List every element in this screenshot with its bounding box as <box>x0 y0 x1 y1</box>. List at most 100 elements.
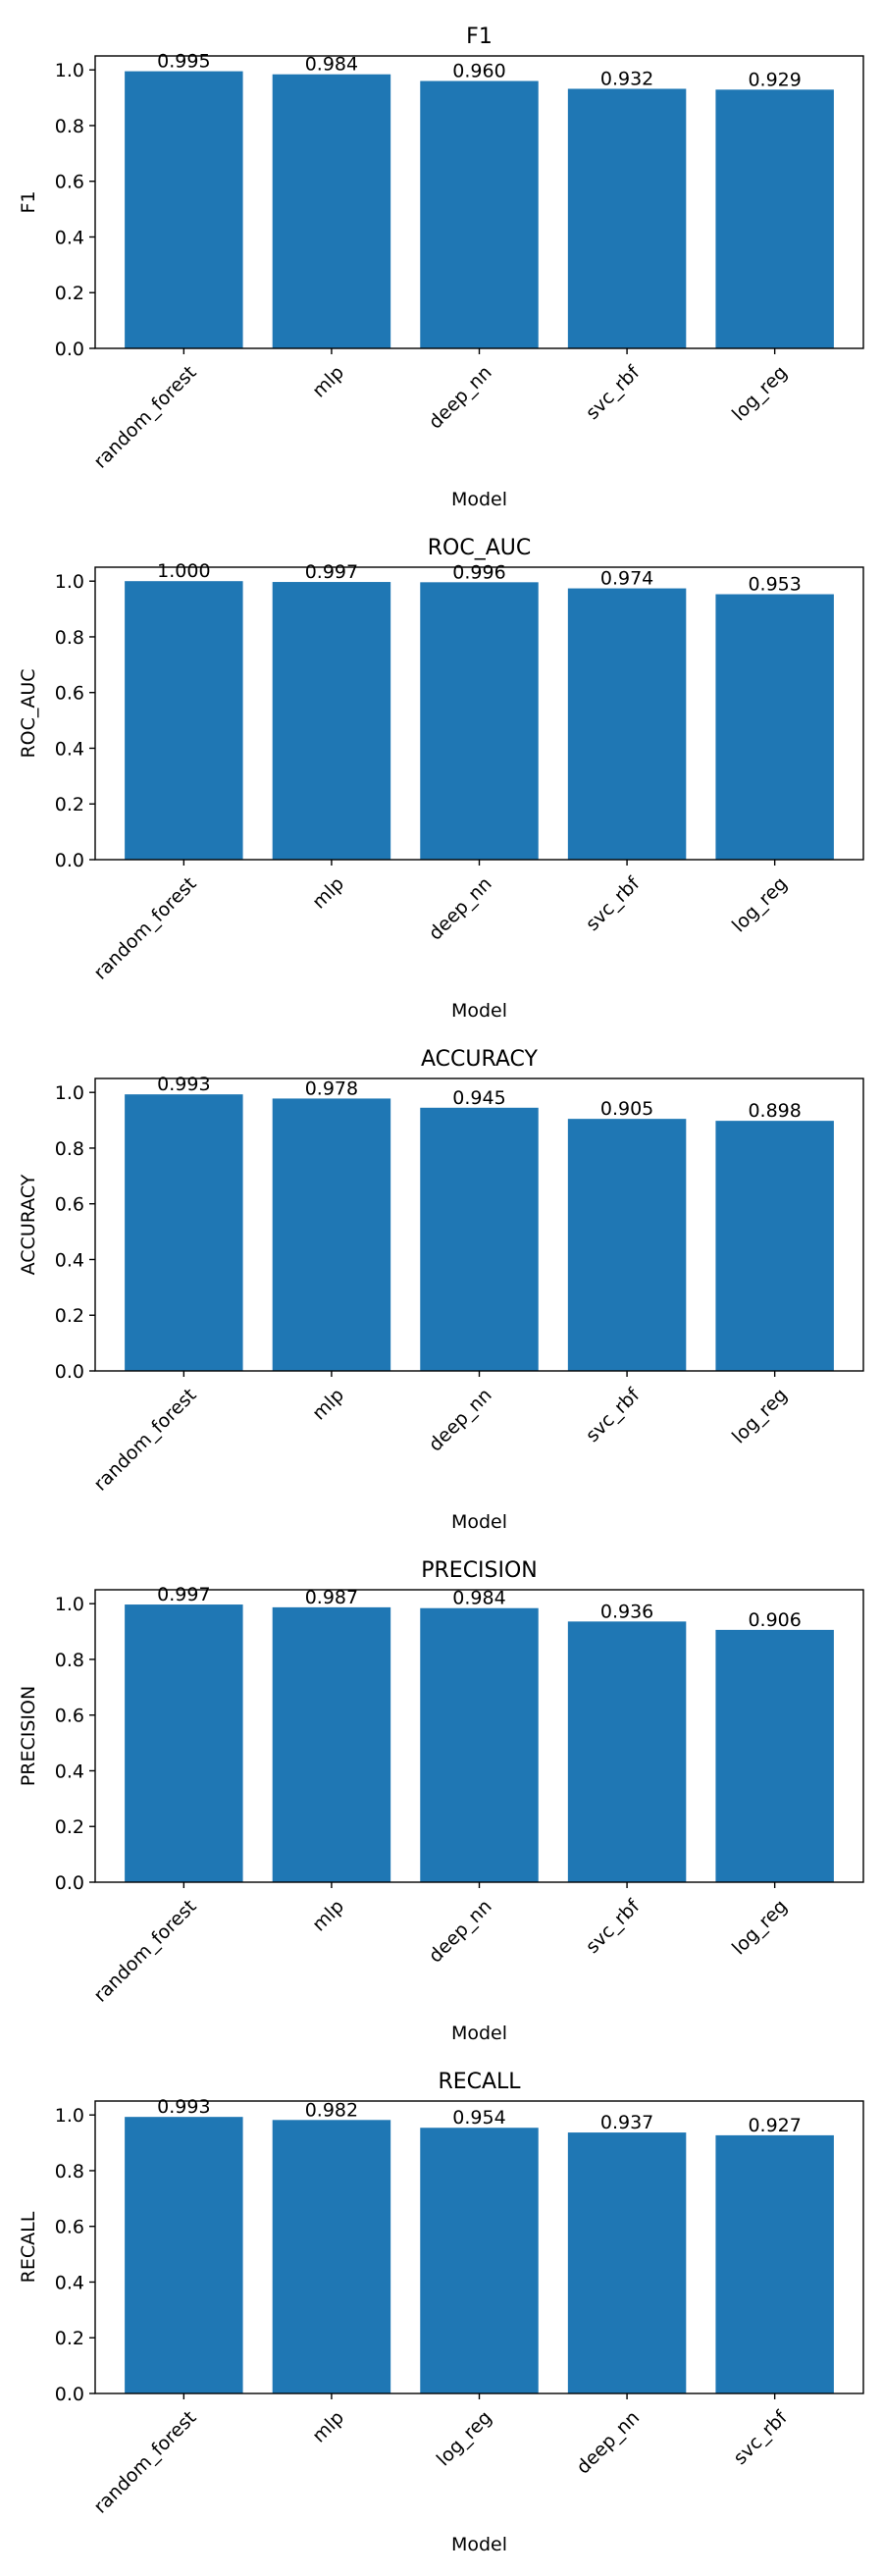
y-tick-label: 0.8 <box>55 1138 84 1160</box>
bar-value-label: 0.974 <box>600 568 653 590</box>
y-tick-label: 0.0 <box>55 2384 84 2405</box>
chart-panel-accuracy: ACCURACY 0.993 0.978 0.945 0.905 0.898 0.0 0.2 0… <box>18 1047 864 1533</box>
x-tick-label: svc_rbf <box>582 361 645 424</box>
x-tick-label: svc_rbf <box>582 1895 645 1958</box>
chart-title: F1 <box>466 25 493 49</box>
x-axis-label: Model <box>451 489 507 510</box>
x-tick-label: random_forest <box>89 1385 200 1496</box>
y-tick-label: 1.0 <box>55 1082 84 1104</box>
bar-value-label: 0.953 <box>748 574 801 596</box>
bar-value-label: 0.905 <box>600 1098 653 1120</box>
y-tick-label: 0.6 <box>55 2217 84 2238</box>
y-axis-label: RECALL <box>18 2211 39 2283</box>
x-tick-label: random_forest <box>89 2407 200 2518</box>
x-tick-label: random_forest <box>89 1896 200 2007</box>
y-tick-label: 0.0 <box>55 850 84 871</box>
y-tick-label: 0.4 <box>55 1761 84 1782</box>
chart-title: ROC_AUC <box>428 536 531 560</box>
x-tick-label: log_reg <box>433 2407 496 2471</box>
bar-random_forest <box>125 71 243 348</box>
y-tick-label: 0.6 <box>55 1706 84 1727</box>
bar-value-label: 0.960 <box>452 61 505 82</box>
chart-title: RECALL <box>438 2070 521 2094</box>
y-tick-label: 0.6 <box>55 172 84 193</box>
bar-deep_nn <box>420 80 539 349</box>
x-tick-label: deep_nn <box>425 873 496 945</box>
bar-svc_rbf <box>567 1621 687 1882</box>
x-tick-label: mlp <box>308 873 348 914</box>
y-tick-label: 0.6 <box>55 1194 84 1216</box>
y-tick-label: 0.2 <box>55 1305 84 1327</box>
bar-svc_rbf <box>567 588 687 860</box>
bar-random_forest <box>125 1094 243 1371</box>
bar-deep_nn <box>420 1607 539 1882</box>
bar-deep_nn <box>567 2132 687 2393</box>
bar-random_forest <box>125 1604 243 1882</box>
bar-value-label: 0.987 <box>305 1587 358 1608</box>
y-tick-label: 0.2 <box>55 2328 84 2349</box>
y-axis-label: PRECISION <box>18 1686 39 1786</box>
y-tick-label: 0.8 <box>55 627 84 649</box>
bar-value-label: 0.898 <box>748 1100 801 1122</box>
bar-log_reg <box>715 594 834 860</box>
bar-value-label: 0.927 <box>748 2115 801 2136</box>
bar-log_reg <box>715 1629 834 1882</box>
x-tick-label: deep_nn <box>425 1385 496 1456</box>
bar-value-label: 0.993 <box>157 1074 210 1095</box>
y-tick-label: 0.8 <box>55 1650 84 1671</box>
y-tick-label: 1.0 <box>55 1594 84 1615</box>
bar-value-label: 0.954 <box>452 2107 505 2129</box>
x-tick-label: mlp <box>308 1385 348 1425</box>
bar-value-label: 0.996 <box>452 561 505 583</box>
bar-value-label: 0.906 <box>748 1609 801 1631</box>
bar-mlp <box>272 74 391 348</box>
x-tick-label: mlp <box>308 1896 348 1936</box>
bar-value-label: 0.993 <box>157 2096 210 2118</box>
x-tick-label: deep_nn <box>425 1896 496 1968</box>
bar-svc_rbf <box>567 1119 687 1371</box>
bar-mlp <box>272 2120 391 2393</box>
bar-mlp <box>272 1098 391 1371</box>
x-tick-label: deep_nn <box>425 362 496 434</box>
x-tick-label: svc_rbf <box>729 2406 792 2469</box>
y-tick-label: 0.8 <box>55 2161 84 2182</box>
bar-value-label: 0.997 <box>305 561 358 583</box>
chart-panel-roc-auc: ROC_AUC 1.000 0.997 0.996 0.974 0.953 0.0 0.2 0.… <box>18 536 864 1022</box>
bar-value-label: 0.978 <box>305 1078 358 1099</box>
x-axis-label: Model <box>451 1511 507 1533</box>
bar-random_forest <box>125 581 243 860</box>
bar-value-label: 0.937 <box>600 2112 653 2133</box>
y-tick-label: 0.0 <box>55 1872 84 1894</box>
x-tick-label: deep_nn <box>572 2407 644 2479</box>
x-tick-label: random_forest <box>89 873 200 984</box>
bar-mlp <box>272 582 391 860</box>
chart-panel-precision: PRECISION 0.997 0.987 0.984 0.936 0.906 0.0 0.2… <box>18 1558 864 2044</box>
bar-log_reg <box>715 89 834 349</box>
x-axis-label: Model <box>451 1000 507 1022</box>
x-axis-label: Model <box>451 2534 507 2555</box>
bar-value-label: 0.984 <box>452 1588 505 1609</box>
x-tick-label: svc_rbf <box>582 1384 645 1446</box>
y-axis-label: F1 <box>18 190 39 213</box>
x-tick-label: log_reg <box>728 1385 792 1448</box>
y-tick-label: 0.6 <box>55 683 84 705</box>
bar-deep_nn <box>420 1107 539 1371</box>
x-tick-label: mlp <box>308 2407 348 2447</box>
bar-value-label: 0.932 <box>600 68 653 89</box>
bar-value-label: 0.984 <box>305 54 358 76</box>
bar-random_forest <box>125 2117 243 2393</box>
bar-value-label: 0.995 <box>157 51 210 73</box>
y-tick-label: 0.2 <box>55 283 84 304</box>
y-tick-label: 0.2 <box>55 1816 84 1838</box>
x-axis-label: Model <box>451 2023 507 2044</box>
y-tick-label: 0.4 <box>55 2272 84 2293</box>
bar-mlp <box>272 1606 391 1882</box>
bar-value-label: 1.000 <box>157 560 210 582</box>
chart-panel-f1: F1 0.995 0.984 0.960 0.932 0.929 0.0 0.2 0.4 0.6 0… <box>18 25 864 510</box>
y-tick-label: 0.8 <box>55 116 84 137</box>
y-tick-label: 0.0 <box>55 339 84 360</box>
bar-svc_rbf <box>715 2134 834 2393</box>
x-tick-label: svc_rbf <box>582 872 645 935</box>
y-axis-label: ACCURACY <box>18 1174 39 1275</box>
